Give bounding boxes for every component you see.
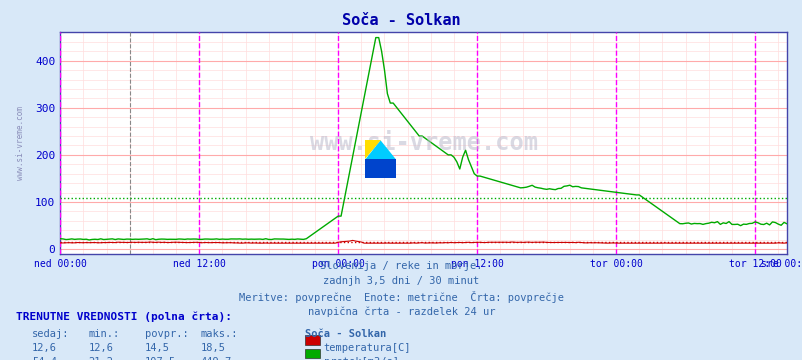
Text: 54,4: 54,4 <box>32 357 57 360</box>
Polygon shape <box>365 159 395 178</box>
Text: Soča - Solkan: Soča - Solkan <box>342 13 460 28</box>
Text: sedaj:: sedaj: <box>32 329 70 339</box>
Text: www.si-vreme.com: www.si-vreme.com <box>310 131 537 155</box>
Text: pretok[m3/s]: pretok[m3/s] <box>323 357 398 360</box>
Text: 12,6: 12,6 <box>88 343 113 353</box>
Text: Slovenija / reke in morje.: Slovenija / reke in morje. <box>320 261 482 271</box>
Text: 14,5: 14,5 <box>144 343 169 353</box>
Text: min.:: min.: <box>88 329 119 339</box>
Text: 449,7: 449,7 <box>200 357 232 360</box>
Text: povpr.:: povpr.: <box>144 329 188 339</box>
Text: www.si-vreme.com: www.si-vreme.com <box>16 106 25 180</box>
Text: 12,6: 12,6 <box>32 343 57 353</box>
Text: 107,5: 107,5 <box>144 357 176 360</box>
Text: Meritve: povprečne  Enote: metrične  Črta: povprečje: Meritve: povprečne Enote: metrične Črta:… <box>239 291 563 303</box>
Text: navpična črta - razdelek 24 ur: navpična črta - razdelek 24 ur <box>307 306 495 317</box>
Text: temperatura[C]: temperatura[C] <box>323 343 411 353</box>
Text: maks.:: maks.: <box>200 329 238 339</box>
Polygon shape <box>365 140 380 159</box>
Polygon shape <box>365 140 395 159</box>
Text: TRENUTNE VREDNOSTI (polna črta):: TRENUTNE VREDNOSTI (polna črta): <box>16 311 232 322</box>
Text: 18,5: 18,5 <box>200 343 225 353</box>
Text: Soča - Solkan: Soča - Solkan <box>305 329 386 339</box>
Text: zadnjh 3,5 dni / 30 minut: zadnjh 3,5 dni / 30 minut <box>323 276 479 286</box>
Text: 21,2: 21,2 <box>88 357 113 360</box>
